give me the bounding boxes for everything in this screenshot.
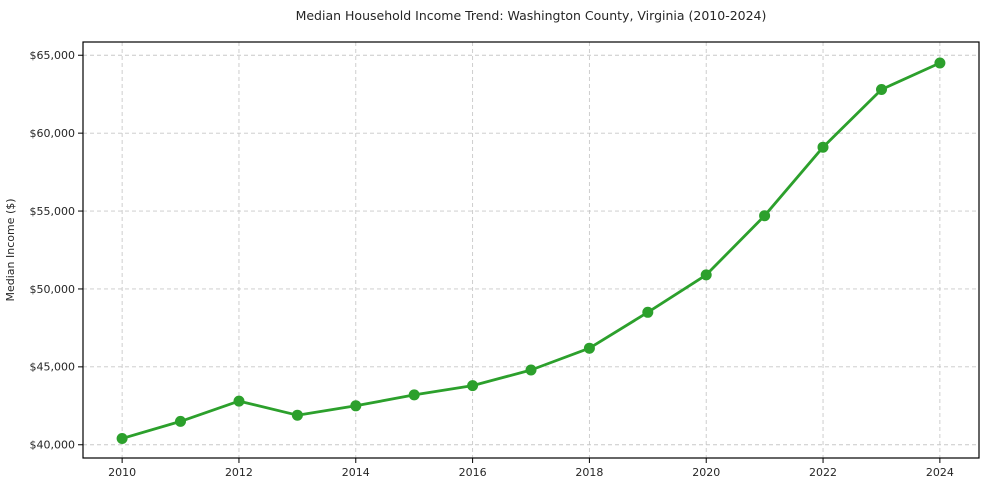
tick-marks-group — [78, 54, 941, 463]
chart-title: Median Household Income Trend: Washingto… — [296, 8, 767, 23]
data-point-marker — [642, 306, 654, 318]
x-tick-label: 2018 — [575, 466, 603, 479]
y-axis-label: Median Income ($) — [4, 198, 17, 301]
y-tick-label: $45,000 — [30, 361, 76, 374]
series-group — [116, 57, 946, 444]
x-tick-labels-group: 2010 2012 2014 2016 2018 2020 2022 2024 — [108, 466, 954, 479]
data-point-marker — [934, 57, 946, 69]
data-point-marker — [525, 364, 537, 376]
plot-border — [82, 41, 980, 459]
x-tick-label: 2024 — [926, 466, 954, 479]
gridlines-group — [83, 42, 979, 458]
y-tick-label: $50,000 — [30, 283, 76, 296]
x-tick-label: 2022 — [809, 466, 837, 479]
data-point-marker — [408, 389, 420, 401]
x-tick-label: 2020 — [692, 466, 720, 479]
data-point-marker — [175, 415, 186, 427]
x-tick-label: 2010 — [108, 466, 136, 479]
data-point-marker — [350, 400, 362, 412]
data-point-marker — [817, 141, 829, 153]
y-tick-label: $40,000 — [30, 439, 76, 452]
y-tick-label: $65,000 — [30, 49, 76, 62]
data-point-marker — [700, 269, 712, 281]
data-point-marker — [233, 395, 245, 407]
data-point-marker — [583, 342, 595, 354]
x-tick-label: 2014 — [342, 466, 370, 479]
x-tick-label: 2016 — [459, 466, 487, 479]
y-tick-labels-group: $40,000 $45,000 $50,000 $55,000 $60,000 $65,0… — [30, 49, 76, 452]
data-point-marker — [291, 409, 303, 421]
data-point-marker — [116, 433, 128, 444]
y-tick-label: $55,000 — [30, 205, 76, 218]
y-tick-label: $60,000 — [30, 127, 76, 140]
data-point-marker — [876, 84, 887, 95]
data-point-marker — [759, 210, 771, 222]
x-tick-label: 2012 — [225, 466, 253, 479]
series-line — [120, 61, 942, 440]
data-point-marker — [467, 380, 479, 392]
